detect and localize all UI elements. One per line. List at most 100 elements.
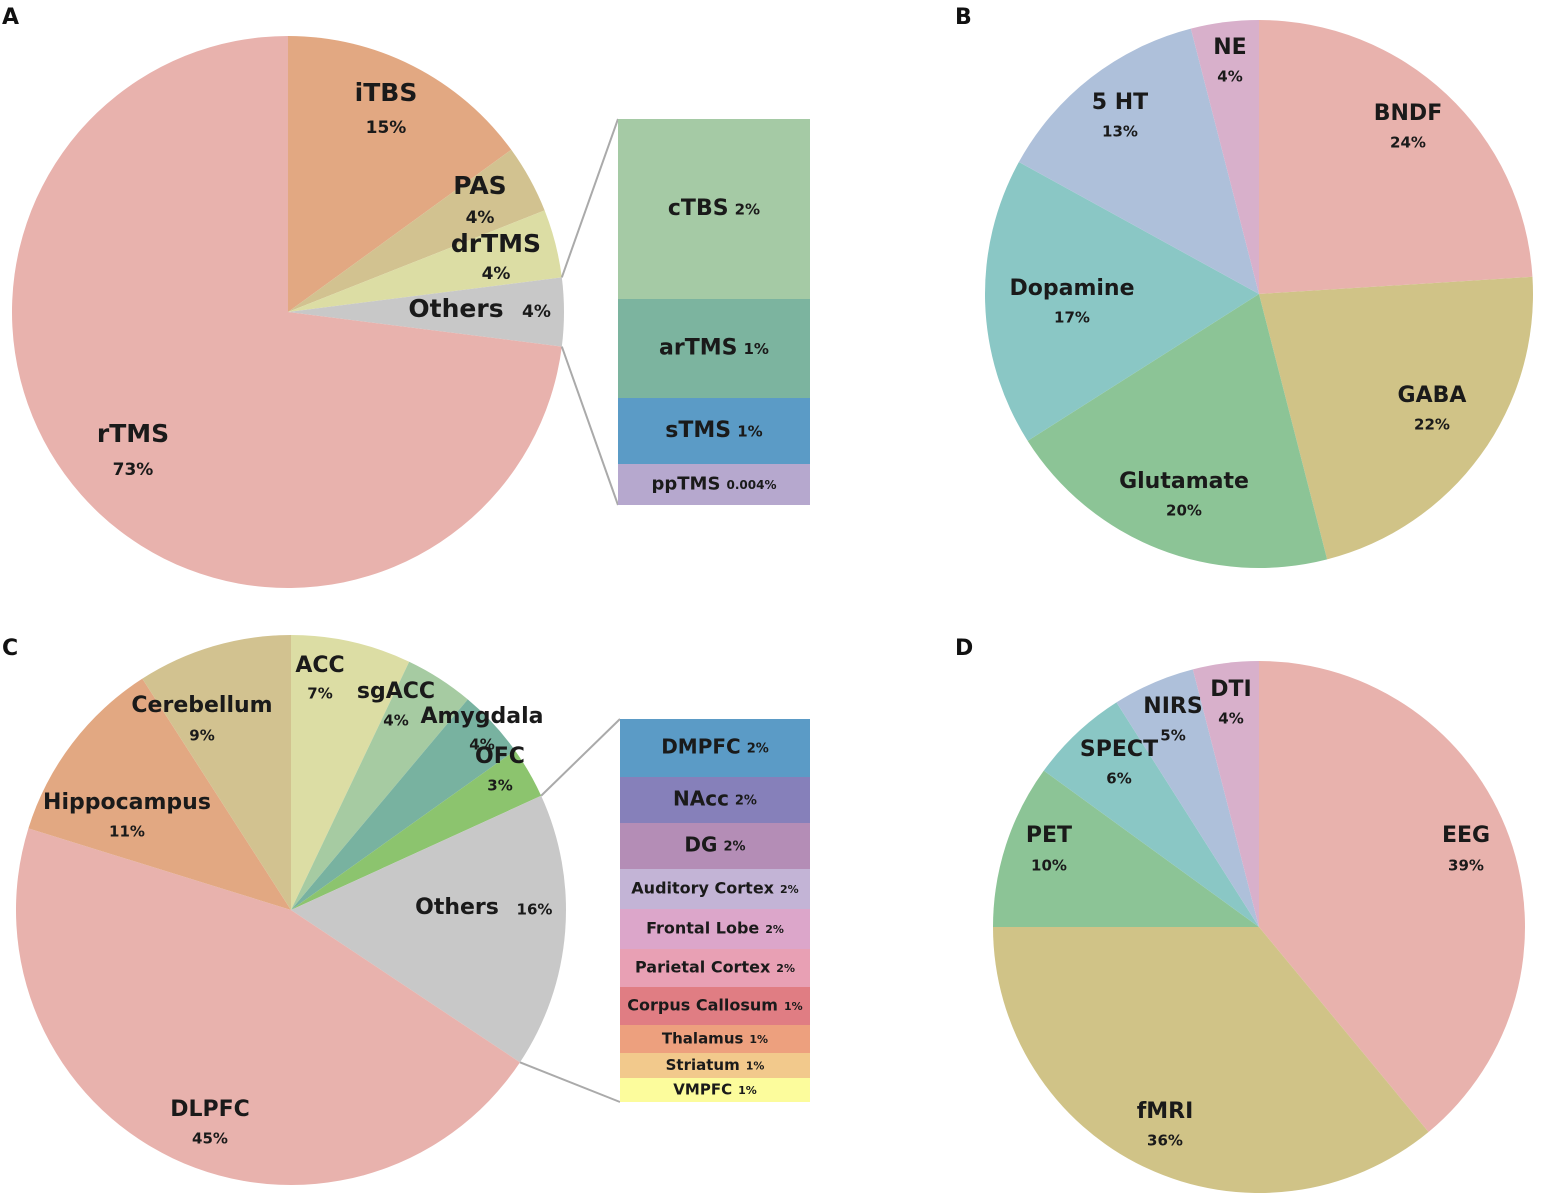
panel-d-chart: EEG 39% fMRI 36% PET 10% SPECT 6% NIRS 5% DTI 4% <box>993 661 1525 1193</box>
slice-label-b-glutamate: Glutamate <box>1119 469 1249 494</box>
pie-slice-b-dopamine <box>984 162 1259 441</box>
slice-label-a-rtms: rTMS <box>97 419 169 448</box>
slice-label-c-sgacc: sgACC <box>357 679 435 704</box>
breakdown-segment-c-dg <box>620 823 810 869</box>
slice-label-c-cerebellum: Cerebellum <box>131 693 272 718</box>
slice-label-a-itbs: iTBS <box>355 78 418 107</box>
pie-slice-b-glutamate <box>1027 294 1328 568</box>
breakdown-segment-c-thalamus <box>620 1025 810 1053</box>
slice-value-c-amygdala: 4% <box>469 736 494 754</box>
slice-label-a-pas: PAS <box>453 171 506 200</box>
breakdown-value-c-thalamus: 1% <box>749 1033 768 1046</box>
pie-slice-a-drtms <box>288 210 562 312</box>
pie-slice-b-ne <box>1190 20 1259 294</box>
pie-slice-d-pet <box>993 770 1259 927</box>
breakdown-value-c-frontal-lobe: 2% <box>765 923 784 936</box>
connector-line-a-bottom <box>560 346 619 506</box>
pie-slice-c-others <box>291 795 567 1063</box>
breakdown-label-c-parietal-cortex: Parietal Cortex <box>635 958 771 977</box>
slice-value-b-bndf: 24% <box>1390 134 1426 152</box>
slice-value-c-sgacc: 4% <box>383 712 408 730</box>
breakdown-segment-c-vmpfc <box>620 1078 810 1102</box>
slice-value-c-acc: 7% <box>307 685 332 703</box>
slice-label-c-ofc: OFC <box>475 744 525 769</box>
pie-slice-c-ofc <box>291 750 542 910</box>
connector-line-a-top <box>560 118 619 278</box>
panel-letter-c: C <box>2 636 18 661</box>
panel-letter-d: D <box>955 636 973 661</box>
panel-letter-b: B <box>955 5 972 30</box>
slice-value-c-ofc: 3% <box>487 777 512 795</box>
slice-label-d-dti: DTI <box>1210 677 1251 702</box>
pie-slice-d-spect <box>1043 702 1259 927</box>
slice-label-a-drtms: drTMS <box>451 229 541 258</box>
pie-slice-c-cerebellum <box>142 635 291 910</box>
slice-value-d-pet: 10% <box>1031 857 1067 875</box>
slice-label-d-fmri: fMRI <box>1137 1099 1194 1124</box>
slice-value-a-itbs: 15% <box>366 118 407 138</box>
pie-slice-c-acc <box>291 635 410 910</box>
slice-label-b-gaba: GABA <box>1398 383 1467 408</box>
breakdown-segment-c-striatum <box>620 1053 810 1078</box>
breakdown-segment-a-artms <box>618 299 810 398</box>
slice-label-d-nirs: NIRS <box>1143 694 1202 719</box>
slice-value-d-eeg: 39% <box>1448 857 1484 875</box>
pie-slice-b-gaba <box>1259 276 1534 560</box>
breakdown-segment-c-dmpfc <box>620 719 810 777</box>
breakdown-label-c-frontal-lobe: Frontal Lobe <box>646 919 759 938</box>
pie-slice-c-amygdala <box>291 699 516 910</box>
breakdown-value-a-pptms: 0.004% <box>727 478 777 492</box>
breakdown-value-a-stms: 1% <box>737 423 762 441</box>
breakdown-segment-c-frontal-lobe <box>620 909 810 949</box>
breakdown-segment-c-auditory-cortex <box>620 869 810 909</box>
breakdown-segment-c-nacc <box>620 777 810 823</box>
breakdown-segment-c-parietal-cortex <box>620 949 810 987</box>
breakdown-value-c-striatum: 1% <box>746 1060 765 1073</box>
slice-value-c-hippocampus: 11% <box>109 823 145 841</box>
slice-value-b-gaba: 22% <box>1414 416 1450 434</box>
breakdown-value-c-dmpfc: 2% <box>747 742 769 757</box>
breakdown-value-c-parietal-cortex: 2% <box>776 962 795 975</box>
breakdown-value-c-corpus-callosum: 1% <box>784 1000 803 1013</box>
pie-slice-b-bndf <box>1259 20 1533 294</box>
slice-label-d-eeg: EEG <box>1442 823 1490 848</box>
pie-slice-c-dlpfc <box>15 828 520 1186</box>
breakdown-label-c-thalamus: Thalamus <box>662 1030 744 1048</box>
slice-value-b-ne: 4% <box>1217 68 1242 86</box>
breakdown-segment-c-corpus-callosum <box>620 987 810 1025</box>
pie-slice-a-pas <box>288 149 545 312</box>
breakdown-value-c-vmpfc: 1% <box>738 1084 757 1097</box>
slice-label-c-hippocampus: Hippocampus <box>43 790 211 815</box>
slice-value-c-others: 16% <box>517 901 553 919</box>
slice-label-c-acc: ACC <box>295 653 344 678</box>
pie-slice-a-others <box>288 277 564 347</box>
slice-value-d-nirs: 5% <box>1160 727 1185 745</box>
slice-value-a-pas: 4% <box>466 208 495 228</box>
slice-value-d-fmri: 36% <box>1147 1132 1183 1150</box>
slice-value-a-others: 4% <box>522 302 551 322</box>
breakdown-label-a-artms: arTMS <box>659 336 737 361</box>
slice-value-b-5-ht: 13% <box>1102 123 1138 141</box>
pie-slice-d-dti <box>1192 661 1259 927</box>
slice-value-d-dti: 4% <box>1218 710 1243 728</box>
pie-slice-c-hippocampus <box>28 678 292 910</box>
slice-label-c-others: Others <box>415 895 499 920</box>
breakdown-label-a-stms: sTMS <box>665 418 731 443</box>
breakdown-segment-a-ctbs <box>618 119 810 299</box>
pie-slice-d-eeg <box>1259 661 1525 1132</box>
breakdown-value-a-ctbs: 2% <box>735 201 760 219</box>
breakdown-label-c-dg: DG <box>684 833 717 857</box>
breakdown-label-c-vmpfc: VMPFC <box>673 1081 732 1099</box>
slice-label-c-dlpfc: DLPFC <box>170 1097 250 1122</box>
slice-label-d-pet: PET <box>1026 823 1072 848</box>
breakdown-label-c-corpus-callosum: Corpus Callosum <box>627 996 778 1015</box>
breakdown-label-c-nacc: NAcc <box>673 787 729 811</box>
breakdown-segment-a-pptms <box>618 464 810 505</box>
panel-letter-a: A <box>2 5 19 30</box>
slice-value-b-glutamate: 20% <box>1166 502 1202 520</box>
slice-value-a-drtms: 4% <box>482 264 511 284</box>
slice-value-a-rtms: 73% <box>113 460 154 480</box>
